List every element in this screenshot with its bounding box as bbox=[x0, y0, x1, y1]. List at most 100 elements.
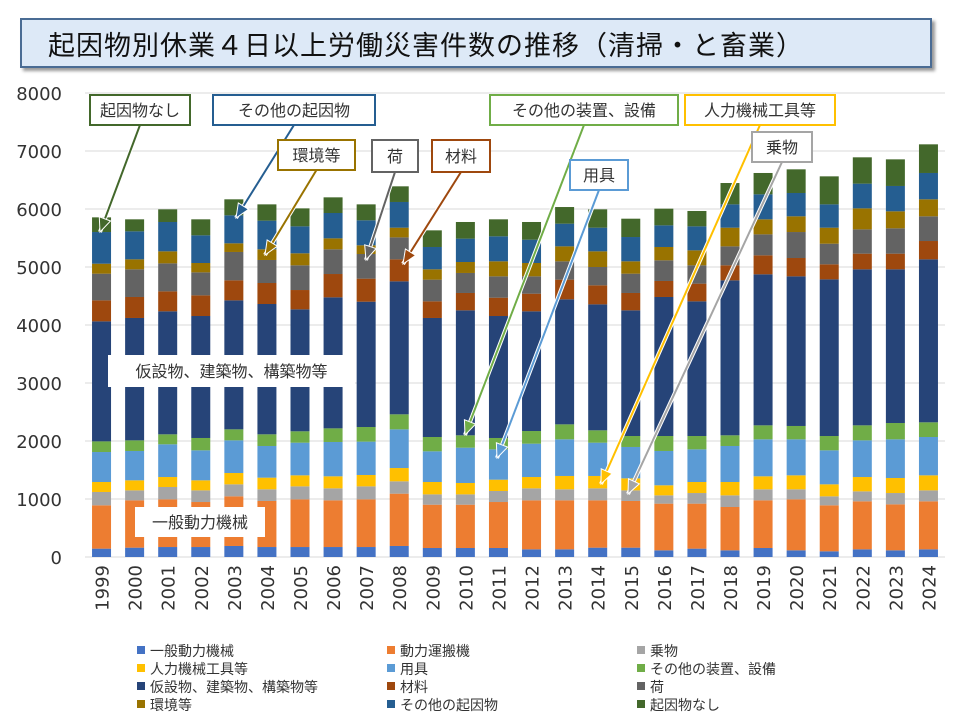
x-tick-label: 2000 bbox=[126, 565, 147, 611]
x-tick-label: 2016 bbox=[655, 565, 676, 611]
bar-segment bbox=[191, 480, 211, 491]
bar-segment bbox=[720, 482, 740, 496]
bar-segment bbox=[488, 449, 508, 480]
bar-segment bbox=[356, 474, 376, 487]
bar-segment bbox=[290, 442, 310, 476]
legend-swatch bbox=[387, 700, 395, 708]
bar-segment bbox=[852, 208, 872, 230]
bar-segment bbox=[389, 414, 409, 430]
bar-segment bbox=[92, 263, 112, 274]
bar-segment bbox=[687, 493, 707, 504]
bar-segment bbox=[720, 495, 740, 508]
bar-segment bbox=[654, 495, 674, 504]
bar-segment bbox=[786, 258, 806, 277]
bar-segment bbox=[191, 295, 211, 317]
callout-arrow bbox=[402, 171, 462, 265]
bar-segment bbox=[522, 443, 542, 478]
bar-segment bbox=[885, 159, 905, 186]
callout-box bbox=[684, 94, 836, 126]
bar-segment bbox=[323, 274, 343, 298]
legend-swatch bbox=[637, 664, 645, 672]
x-tick-label: 2001 bbox=[159, 565, 180, 611]
callout: 人力機械工具等 bbox=[599, 94, 836, 486]
callout: 起因物なし bbox=[89, 94, 191, 234]
bar-segment bbox=[720, 227, 740, 247]
legend-label: その他の装置、設備 bbox=[650, 662, 776, 678]
bar-segment bbox=[654, 503, 674, 551]
bar-segment bbox=[885, 269, 905, 424]
x-tick-label: 2020 bbox=[787, 565, 808, 611]
bar-segment bbox=[885, 228, 905, 254]
bar-segment bbox=[389, 281, 409, 415]
bar-segment bbox=[290, 290, 310, 310]
bar-segment bbox=[753, 476, 773, 490]
bar-segment bbox=[455, 447, 475, 483]
callout: 用具 bbox=[495, 159, 629, 460]
arrow-head-icon bbox=[402, 248, 417, 266]
bar-segment bbox=[786, 216, 806, 233]
bar-segment bbox=[125, 259, 145, 270]
bar-segment bbox=[158, 251, 178, 264]
x-axis-ticks: 1999 2000 2001 2002 2003 2004 2005 2006 2007 2008… bbox=[93, 565, 941, 611]
bar-segment bbox=[455, 548, 475, 557]
bar-segment bbox=[588, 430, 608, 443]
bar-segment bbox=[786, 169, 806, 193]
callout: 一般動力機械 bbox=[135, 507, 265, 537]
x-tick-label: 2018 bbox=[721, 565, 742, 611]
bar-segment bbox=[389, 201, 409, 228]
arrow-head-icon bbox=[364, 244, 377, 262]
bar-segment bbox=[488, 276, 508, 298]
bar-segment bbox=[720, 507, 740, 551]
bar-segment bbox=[753, 548, 773, 557]
arrow-head-icon bbox=[627, 478, 641, 496]
y-tick-label: 7000 bbox=[16, 142, 62, 163]
bar-segment bbox=[621, 446, 641, 479]
bar-segment bbox=[356, 486, 376, 500]
callout-arrow bbox=[264, 169, 318, 256]
callout-arrow bbox=[235, 124, 295, 219]
bar-segment bbox=[356, 278, 376, 302]
bar-segment bbox=[257, 477, 277, 490]
bar-segment bbox=[92, 300, 112, 322]
bar-segment bbox=[422, 482, 442, 495]
bar-segment bbox=[488, 502, 508, 549]
callout-box bbox=[489, 94, 679, 126]
bar-segment bbox=[257, 489, 277, 501]
bar-segment bbox=[389, 227, 409, 238]
bar-segment bbox=[191, 235, 211, 263]
bar-segment bbox=[687, 548, 707, 557]
bar-segment bbox=[422, 269, 442, 280]
bar-segment bbox=[290, 475, 310, 487]
bar-segment bbox=[422, 279, 442, 302]
gridlines bbox=[85, 92, 945, 558]
bar-segment bbox=[852, 269, 872, 426]
bars bbox=[92, 144, 938, 557]
callout: 材料 bbox=[401, 139, 491, 266]
bar-segment bbox=[918, 490, 938, 502]
bar-segment bbox=[852, 157, 872, 184]
bar-segment bbox=[522, 276, 542, 294]
bar-segment bbox=[720, 550, 740, 557]
bar-segment bbox=[224, 429, 244, 441]
bar-segment bbox=[455, 292, 475, 311]
x-tick-label: 2014 bbox=[589, 565, 610, 611]
bar-segment bbox=[455, 272, 475, 293]
bar-segment bbox=[852, 501, 872, 550]
bar-segment bbox=[290, 547, 310, 557]
bar-segment bbox=[92, 505, 112, 549]
callout-arrow bbox=[627, 161, 783, 495]
bar-segment bbox=[654, 436, 674, 451]
bar-segment bbox=[125, 450, 145, 481]
bar-segment bbox=[488, 219, 508, 237]
bar-segment bbox=[555, 207, 575, 224]
bar-segment bbox=[753, 274, 773, 426]
bar-segment bbox=[455, 221, 475, 239]
arrow-head-icon bbox=[463, 419, 477, 437]
bar-segment bbox=[356, 254, 376, 279]
bar-segment bbox=[621, 500, 641, 548]
callout-label: 仮設物、建築物、構築物等 bbox=[135, 362, 327, 381]
bar-segment bbox=[257, 259, 277, 284]
bar-segment bbox=[455, 435, 475, 448]
bar-segment bbox=[488, 297, 508, 317]
